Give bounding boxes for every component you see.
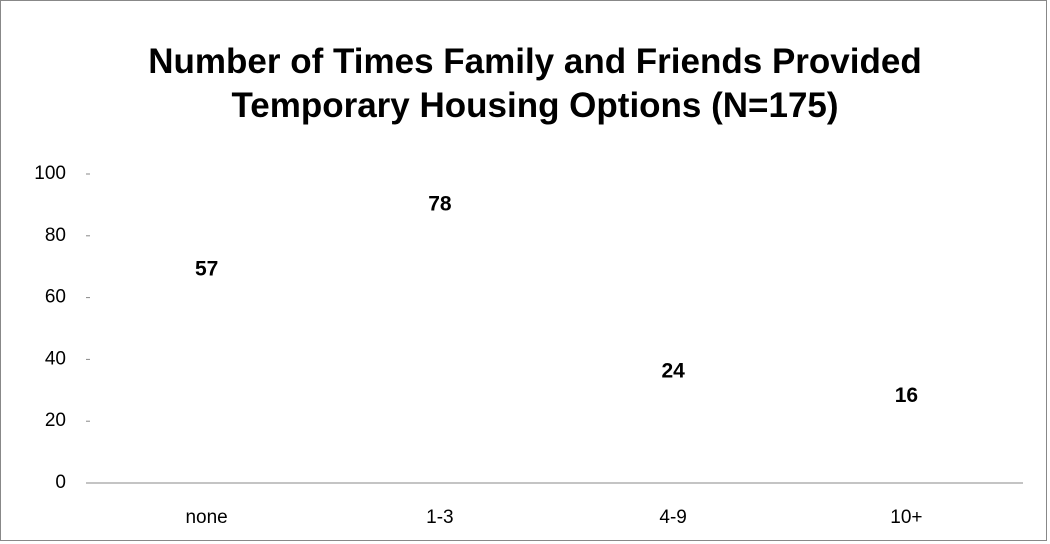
data-label: 57 — [195, 257, 218, 280]
y-tick-label: 80 — [45, 225, 66, 246]
chart-title: Number of Times Family and Friends Provi… — [148, 42, 922, 125]
x-tick-label: none — [185, 507, 227, 528]
y-tick-label: 20 — [45, 410, 66, 431]
x-tick-label: 4-9 — [659, 507, 686, 528]
y-tick-label: 40 — [45, 348, 66, 369]
data-label: 24 — [661, 359, 685, 382]
x-tick-label: 1-3 — [426, 507, 453, 528]
data-label: 16 — [895, 384, 918, 407]
y-tick-label: 60 — [45, 287, 66, 308]
data-label: 78 — [428, 193, 452, 216]
x-tick-label: 10+ — [890, 507, 922, 528]
y-tick-label: 100 — [34, 163, 66, 184]
y-tick-label: 0 — [55, 472, 66, 493]
